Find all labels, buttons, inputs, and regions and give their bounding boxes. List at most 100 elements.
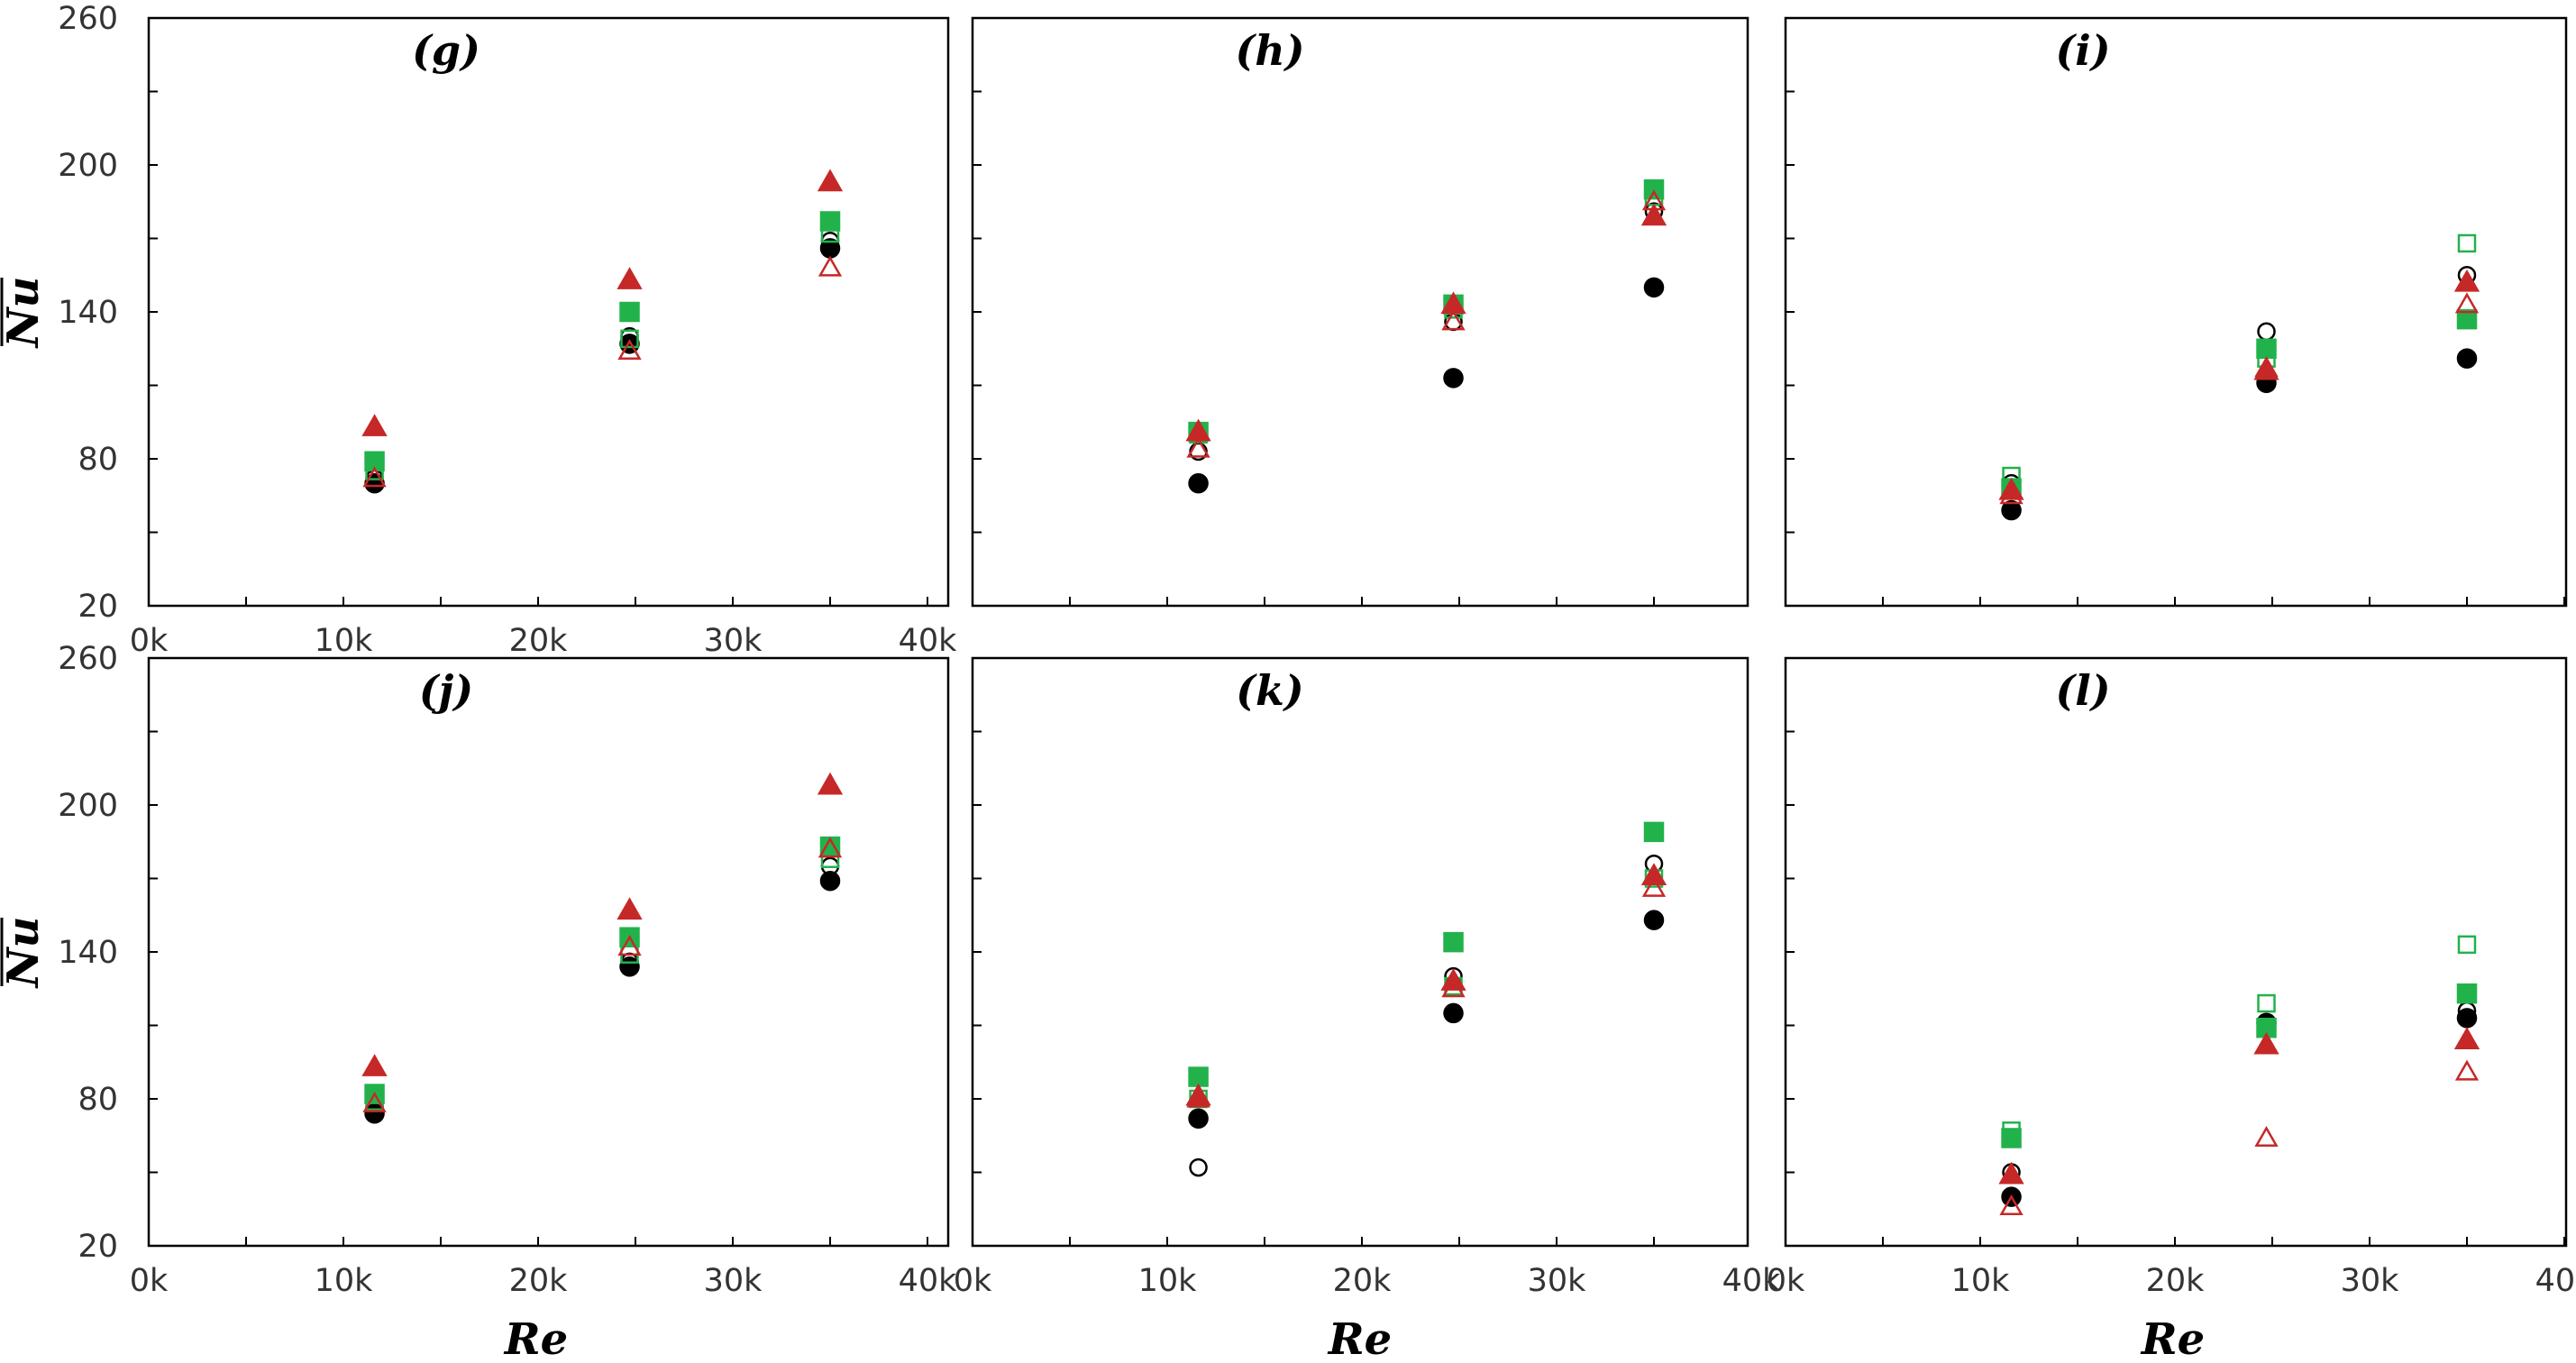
x-tick-label: 40k: [1722, 1263, 1782, 1299]
data-point-red-open-triangle: [617, 338, 642, 360]
data-point-black-filled-circle: [1643, 277, 1665, 298]
x-tick-label: 40k: [899, 623, 958, 659]
data-point-red-filled-triangle: [2453, 269, 2480, 292]
plot-frame: [971, 16, 1749, 608]
data-point-red-filled-triangle: [1640, 863, 1667, 886]
data-point-red-filled-triangle: [617, 897, 643, 920]
data-point-green-filled-square: [2256, 338, 2277, 359]
x-tick-label: 20k: [509, 1263, 569, 1299]
data-point-red-open-triangle: [1999, 1194, 2023, 1216]
data-point-green-filled-square: [1188, 1066, 1209, 1087]
data-point-black-filled-circle: [1643, 910, 1665, 930]
x-tick-label: 10k: [315, 1263, 374, 1299]
data-point-red-open-triangle: [2454, 1059, 2480, 1081]
panel-label: (i): [2055, 26, 2110, 75]
data-point-green-open-square: [820, 224, 840, 243]
panel-j: 20 80 140 200 260 0k 10k 20k 30k 40k (j) Re Nu: [0, 641, 957, 1363]
panel-k: 0k 10k 20k 30k 40k (k) Re: [954, 656, 1782, 1363]
x-tick-label: 30k: [2341, 1263, 2400, 1299]
data-point-red-filled-triangle: [2253, 1031, 2279, 1055]
panel-i: (i): [1784, 16, 2568, 608]
x-tick-label: 10k: [315, 623, 374, 659]
data-point-green-filled-square: [2456, 983, 2478, 1004]
y-tick-label: 80: [78, 1082, 118, 1118]
data-point-red-filled-triangle: [1998, 1161, 2024, 1185]
data-point-red-open-triangle: [362, 466, 387, 488]
panel-label: (l): [2055, 666, 2110, 715]
data-point-red-filled-triangle: [817, 772, 844, 795]
data-point-red-filled-triangle: [617, 267, 643, 289]
panel-l: 0k 10k 20k 30k 40k (l) Re: [1767, 656, 2576, 1363]
y-tick-label: 140: [58, 295, 118, 331]
x-tick-label: 10k: [1951, 1263, 2011, 1299]
y-tick-label: 140: [58, 935, 118, 971]
y-tick-label: 80: [78, 442, 118, 478]
y-axis-title-group: Nu: [0, 917, 49, 990]
x-tick-label: 10k: [1138, 1263, 1198, 1299]
data-point-red-open-triangle: [2254, 355, 2279, 377]
plot-frame: [1784, 656, 2568, 1248]
x-tick-label: 0k: [954, 1263, 992, 1299]
panel-g: 20 80 140 200 260 0k 10k 20k 30k 40k (g) Nu: [0, 1, 957, 659]
plot-frame: [147, 656, 950, 1248]
data-point-red-filled-triangle: [361, 414, 388, 436]
panel-label: (g): [412, 26, 480, 75]
data-point-red-open-triangle: [1186, 436, 1210, 458]
data-point-green-filled-square: [1643, 821, 1665, 843]
data-point-black-filled-circle: [2001, 499, 2022, 521]
x-tick-label: 40k: [2535, 1263, 2576, 1299]
data-point-black-filled-circle: [819, 870, 841, 892]
data-point-green-filled-square: [2456, 308, 2478, 330]
data-point-red-filled-triangle: [361, 1054, 388, 1076]
data-point-green-filled-square: [619, 301, 640, 323]
y-axis-title: Nu: [0, 917, 49, 990]
data-point-black-open-circle: [1189, 1157, 1208, 1177]
data-point-red-open-triangle: [818, 255, 843, 277]
x-axis-title: Re: [2140, 1314, 2205, 1363]
data-point-black-filled-circle: [1188, 472, 1209, 494]
data-point-red-open-triangle: [2454, 292, 2480, 314]
data-point-red-open-triangle: [362, 1091, 387, 1112]
data-point-green-open-square: [365, 462, 384, 480]
data-point-red-open-triangle: [1999, 483, 2023, 505]
panel-label: (j): [419, 666, 473, 715]
data-point-black-open-circle: [2257, 322, 2276, 341]
data-point-red-open-triangle: [2254, 1125, 2279, 1147]
y-tick-label: 260: [58, 1, 118, 37]
plot-frame: [971, 656, 1749, 1248]
x-tick-label: 0k: [130, 1263, 169, 1299]
y-axis-title-group: Nu: [0, 277, 49, 350]
y-tick-label: 200: [58, 788, 118, 824]
data-point-green-open-square: [2457, 935, 2477, 955]
data-point-black-filled-circle: [1443, 368, 1464, 389]
data-point-green-filled-square: [1443, 931, 1464, 953]
data-point-red-filled-triangle: [2453, 1027, 2480, 1050]
x-tick-label: 30k: [704, 1263, 763, 1299]
data-point-black-filled-circle: [2456, 348, 2478, 369]
data-point-red-open-triangle: [1641, 189, 1667, 211]
data-point-black-filled-circle: [1188, 1108, 1209, 1129]
y-tick-label: 20: [78, 1229, 118, 1265]
y-axis-title: Nu: [0, 277, 49, 350]
data-point-red-open-triangle: [1641, 875, 1667, 897]
x-tick-label: 30k: [1528, 1263, 1587, 1299]
plot-frame: [147, 16, 950, 608]
data-point-red-open-triangle: [1441, 309, 1466, 331]
x-axis-title: Re: [503, 1314, 568, 1363]
x-axis-title: Re: [1327, 1314, 1392, 1363]
data-point-green-filled-square: [819, 211, 841, 232]
x-tick-label: 20k: [2146, 1263, 2206, 1299]
data-point-green-open-square: [2257, 993, 2276, 1013]
x-tick-label: 0k: [1767, 1263, 1805, 1299]
y-tick-label: 200: [58, 148, 118, 184]
y-tick-label: 260: [58, 641, 118, 677]
data-point-red-open-triangle: [1441, 976, 1466, 998]
data-point-red-filled-triangle: [1640, 203, 1667, 226]
data-point-red-open-triangle: [1186, 1086, 1210, 1108]
x-tick-label: 40k: [899, 1263, 958, 1299]
x-tick-label: 20k: [509, 623, 569, 659]
x-tick-label: 0k: [130, 623, 169, 659]
data-point-red-open-triangle: [617, 935, 642, 956]
data-point-green-open-square: [820, 849, 840, 869]
